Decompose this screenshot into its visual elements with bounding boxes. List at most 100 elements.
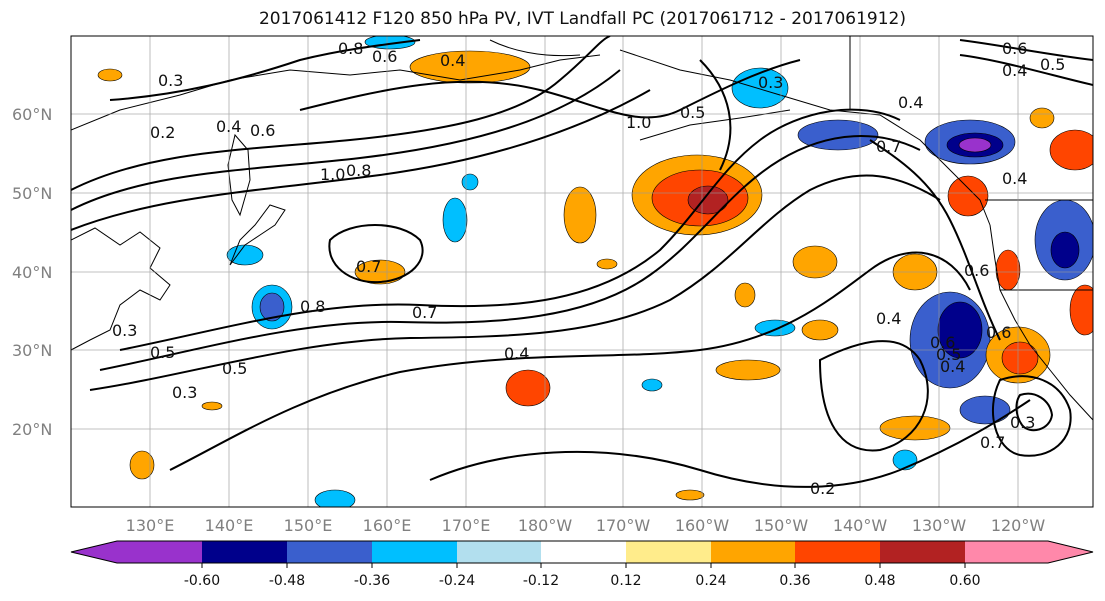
anomaly-blob bbox=[129, 450, 155, 480]
contour-label: 0.4 bbox=[1002, 61, 1027, 80]
lat-label-30n: 30°N bbox=[12, 341, 52, 360]
contour-label: 0.6 bbox=[986, 323, 1011, 342]
anomaly-blob bbox=[1001, 341, 1039, 375]
latitude-labels: 60°N 50°N 40°N 30°N 20°N bbox=[12, 105, 52, 439]
map-border bbox=[70, 35, 1094, 508]
alaska-coast bbox=[619, 49, 991, 226]
contour-label: 0.5 bbox=[936, 345, 961, 364]
contour-label: 0.3 bbox=[758, 73, 783, 92]
contour-label: 0.5 bbox=[150, 343, 175, 362]
contour-label: 0.8 bbox=[338, 39, 363, 58]
contour-label: 0.3 bbox=[112, 321, 137, 340]
contour-label: 0.3 bbox=[172, 383, 197, 402]
colorbar-bin bbox=[965, 541, 1048, 563]
anomaly-blob bbox=[1050, 231, 1080, 269]
lon-label: 170°W bbox=[596, 516, 651, 535]
anomaly-blob bbox=[641, 378, 663, 392]
lat-label-20n: 20°N bbox=[12, 420, 52, 439]
lon-label: 140°W bbox=[833, 516, 888, 535]
gridlines bbox=[71, 36, 1093, 507]
anomaly-blob bbox=[937, 301, 983, 359]
anomaly-blob bbox=[1029, 107, 1055, 129]
anomaly-blob bbox=[734, 282, 756, 308]
lon-label: 150°E bbox=[284, 516, 333, 535]
contour-label: 0.4 bbox=[440, 51, 465, 70]
anomaly-blob bbox=[314, 489, 356, 507]
colorbar-tick-label: 0.60 bbox=[949, 573, 980, 589]
lon-label: 140°E bbox=[205, 516, 254, 535]
lon-label: 130°W bbox=[912, 516, 967, 535]
colorbar-tick-label: 0.48 bbox=[864, 573, 895, 589]
colorbar-tick-label: -0.12 bbox=[523, 573, 559, 589]
contour-label: 0.6 bbox=[250, 121, 275, 140]
lon-label: 150°W bbox=[754, 516, 809, 535]
lat-label-40n: 40°N bbox=[12, 263, 52, 282]
anomaly-blob bbox=[947, 175, 989, 217]
colorbar: -0.60 -0.48 -0.36 -0.24 -0.12 0.12 0.24 … bbox=[70, 540, 1094, 589]
colorbar-tick-label: 0.36 bbox=[779, 573, 810, 589]
lon-label: 160°W bbox=[675, 516, 730, 535]
colorbar-ticks bbox=[201, 563, 966, 568]
colorbar-bin bbox=[880, 541, 965, 563]
colorbar-extend-high bbox=[1048, 541, 1093, 563]
lon-label: 180°W bbox=[518, 516, 573, 535]
anomaly-blob bbox=[201, 401, 223, 411]
anomaly-blob bbox=[1069, 284, 1093, 336]
contour-label: 1.0 bbox=[626, 113, 651, 132]
contour-label: 0.5 bbox=[222, 359, 247, 378]
colorbar-bin bbox=[795, 541, 880, 563]
anomaly-blob bbox=[563, 186, 597, 244]
anomaly-blob bbox=[1049, 129, 1093, 171]
contour-label: 0.6 bbox=[930, 333, 955, 352]
colorbar-bin bbox=[202, 541, 287, 563]
contour-label: 0.7 bbox=[980, 433, 1005, 452]
lon-label: 160°E bbox=[363, 516, 412, 535]
anomaly-blob bbox=[461, 173, 479, 191]
colorbar-tick-label: -0.36 bbox=[354, 573, 390, 589]
contour-label: 0.3 bbox=[1010, 413, 1035, 432]
contour-label: 0.6 bbox=[1002, 39, 1027, 58]
colorbar-bin bbox=[457, 541, 541, 563]
siberia-coast bbox=[71, 54, 601, 131]
colorbar-extend-low bbox=[71, 541, 117, 563]
contour-label: 0.4 bbox=[1002, 169, 1027, 188]
contour-label: 0.4 bbox=[940, 357, 965, 376]
figure-title: 2017061412 F120 850 hPa PV, IVT Landfall… bbox=[258, 9, 906, 29]
colorbar-tick-label: -0.48 bbox=[269, 573, 305, 589]
canada-border bbox=[849, 36, 1093, 291]
lat-label-60n: 60°N bbox=[12, 105, 52, 124]
lon-label: 170°E bbox=[442, 516, 491, 535]
anomaly-blob bbox=[259, 292, 285, 322]
contour-label: 0.7 bbox=[356, 257, 381, 276]
contour-label: 0.8 bbox=[346, 161, 371, 180]
contour-label: 0.3 bbox=[158, 71, 183, 90]
contour-label: 0.4 bbox=[216, 117, 241, 136]
anomaly-blob bbox=[442, 197, 468, 243]
colorbar-outline bbox=[70, 540, 1094, 564]
contour-label: 0.7 bbox=[412, 303, 437, 322]
contour-label: 0.2 bbox=[810, 479, 835, 498]
colorbar-bin bbox=[626, 541, 711, 563]
colorbar-tick-label: 0.24 bbox=[695, 573, 726, 589]
contour-lines bbox=[71, 36, 1093, 488]
coast-outline-thin bbox=[489, 39, 581, 57]
anomaly-blob bbox=[959, 395, 1011, 425]
anomaly-blob bbox=[801, 319, 839, 341]
colorbar-tick-label: -0.24 bbox=[439, 573, 475, 589]
coastlines bbox=[71, 36, 1093, 421]
contour-label: 0.6 bbox=[964, 261, 989, 280]
shaded-anomalies bbox=[97, 36, 1093, 507]
japan-coast bbox=[229, 204, 286, 266]
colorbar-bin bbox=[287, 541, 372, 563]
contour-labels: 0.8 0.6 0.4 0.3 0.2 0.4 0.6 0.8 1.0 1.0 … bbox=[112, 39, 1065, 498]
anomaly-blob bbox=[675, 489, 705, 501]
colorbar-tick-labels: -0.60 -0.48 -0.36 -0.24 -0.12 0.12 0.24 … bbox=[184, 573, 981, 589]
longitude-labels: 130°E 140°E 150°E 160°E 170°E 180°W 170°… bbox=[126, 516, 1046, 535]
contour-label: 0.4 bbox=[504, 344, 529, 363]
colorbar-tick-label: 0.12 bbox=[610, 573, 641, 589]
contour-label: 0.4 bbox=[898, 93, 923, 112]
anomaly-blob bbox=[715, 359, 781, 381]
contour-label: 0.6 bbox=[372, 47, 397, 66]
anomaly-blob bbox=[505, 369, 551, 407]
